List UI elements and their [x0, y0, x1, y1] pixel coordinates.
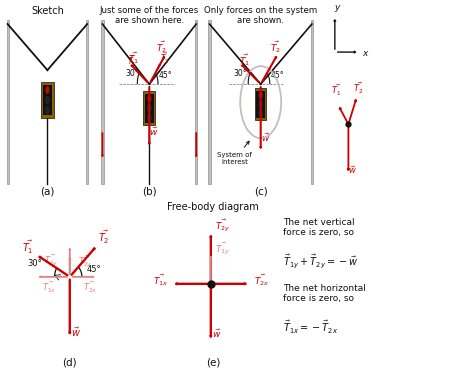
Text: $\vec{T_1}$: $\vec{T_1}$: [239, 52, 250, 68]
Text: $\vec{T_2}$: $\vec{T_2}$: [160, 50, 170, 66]
Text: $\vec{T_{2y}}$: $\vec{T_{2y}}$: [78, 253, 92, 269]
Text: $\vec{T_2}$: $\vec{T_2}$: [353, 80, 364, 96]
Text: $\vec{T_1}$: $\vec{T_1}$: [331, 82, 342, 98]
Circle shape: [259, 110, 263, 116]
Bar: [145, 94, 154, 123]
Text: (e): (e): [206, 358, 220, 368]
Bar: [256, 91, 265, 118]
Bar: [101, 20, 104, 184]
Text: 45°: 45°: [86, 265, 101, 273]
Text: $\vec{T_1}$: $\vec{T_1}$: [22, 239, 34, 256]
Bar: [143, 91, 155, 125]
Bar: [43, 85, 52, 115]
Text: (a): (a): [40, 186, 55, 196]
Bar: [310, 20, 313, 184]
Text: $\vec{w}$: $\vec{w}$: [212, 328, 222, 341]
Bar: [255, 88, 266, 120]
Text: The net vertical
force is zero, so: The net vertical force is zero, so: [283, 217, 355, 237]
Text: System of
interest: System of interest: [218, 141, 252, 165]
Text: $\vec{T_1}$: $\vec{T_1}$: [128, 50, 139, 66]
Text: Only forces on the system
are shown.: Only forces on the system are shown.: [204, 6, 317, 25]
Text: $\vec{w}$: $\vec{w}$: [71, 326, 81, 339]
Text: 45°: 45°: [159, 71, 173, 80]
Bar: [208, 20, 211, 184]
Text: (b): (b): [142, 186, 156, 196]
Text: $\vec{T_1}$: $\vec{T_1}$: [127, 54, 136, 69]
Text: 30°: 30°: [125, 69, 139, 78]
Text: $\vec{T}_{1y}+\vec{T}_{2y}=-\vec{w}$: $\vec{T}_{1y}+\vec{T}_{2y}=-\vec{w}$: [283, 252, 358, 270]
Text: Just some of the forces
are shown here.: Just some of the forces are shown here.: [100, 6, 199, 25]
Bar: [7, 20, 9, 184]
Circle shape: [147, 95, 151, 102]
Text: $\vec{T_2}$: $\vec{T_2}$: [156, 39, 167, 55]
Circle shape: [46, 106, 49, 114]
Circle shape: [46, 86, 49, 94]
Text: $\vec{T_2}$: $\vec{T_2}$: [270, 39, 281, 55]
Text: The net horizontal
force is zero, so: The net horizontal force is zero, so: [283, 284, 366, 303]
Circle shape: [147, 105, 151, 112]
Circle shape: [46, 96, 49, 104]
Text: $\vec{T_{1y}}$: $\vec{T_{1y}}$: [45, 252, 59, 268]
Bar: [86, 20, 88, 184]
Text: $\vec{T_{1y}}$: $\vec{T_{1y}}$: [216, 241, 231, 257]
Text: Free-body diagram: Free-body diagram: [167, 202, 259, 212]
Text: $\vec{T_{2x}}$: $\vec{T_{2x}}$: [82, 280, 97, 295]
Text: (c): (c): [254, 186, 268, 196]
Text: 45°: 45°: [271, 71, 284, 80]
Text: $\vec{T}_{1x}=-\vec{T}_{2x}$: $\vec{T}_{1x}=-\vec{T}_{2x}$: [283, 319, 338, 336]
Bar: [195, 20, 197, 184]
Text: $\vec{T_{1x}}$: $\vec{T_{1x}}$: [43, 280, 57, 295]
Circle shape: [259, 101, 263, 108]
Text: $\vec{T_2}$: $\vec{T_2}$: [98, 229, 109, 246]
Text: $\vec{w}$: $\vec{w}$: [149, 126, 158, 138]
Text: $\vec{T_{2y}}$: $\vec{T_{2y}}$: [216, 218, 231, 234]
Text: $\vec{T_{2x}}$: $\vec{T_{2x}}$: [254, 273, 269, 288]
Circle shape: [259, 92, 263, 98]
Text: (d): (d): [63, 358, 77, 368]
Text: y: y: [334, 3, 339, 12]
Text: 30°: 30°: [27, 259, 42, 268]
Text: $\vec{w}$: $\vec{w}$: [348, 164, 357, 176]
Text: Sketch: Sketch: [31, 6, 64, 16]
Text: x: x: [362, 49, 367, 58]
Circle shape: [147, 114, 151, 121]
Text: 30°: 30°: [233, 69, 247, 78]
Text: $\vec{T_{1x}}$: $\vec{T_{1x}}$: [153, 273, 168, 288]
Text: $\vec{w}$: $\vec{w}$: [261, 132, 270, 144]
Bar: [41, 82, 54, 118]
